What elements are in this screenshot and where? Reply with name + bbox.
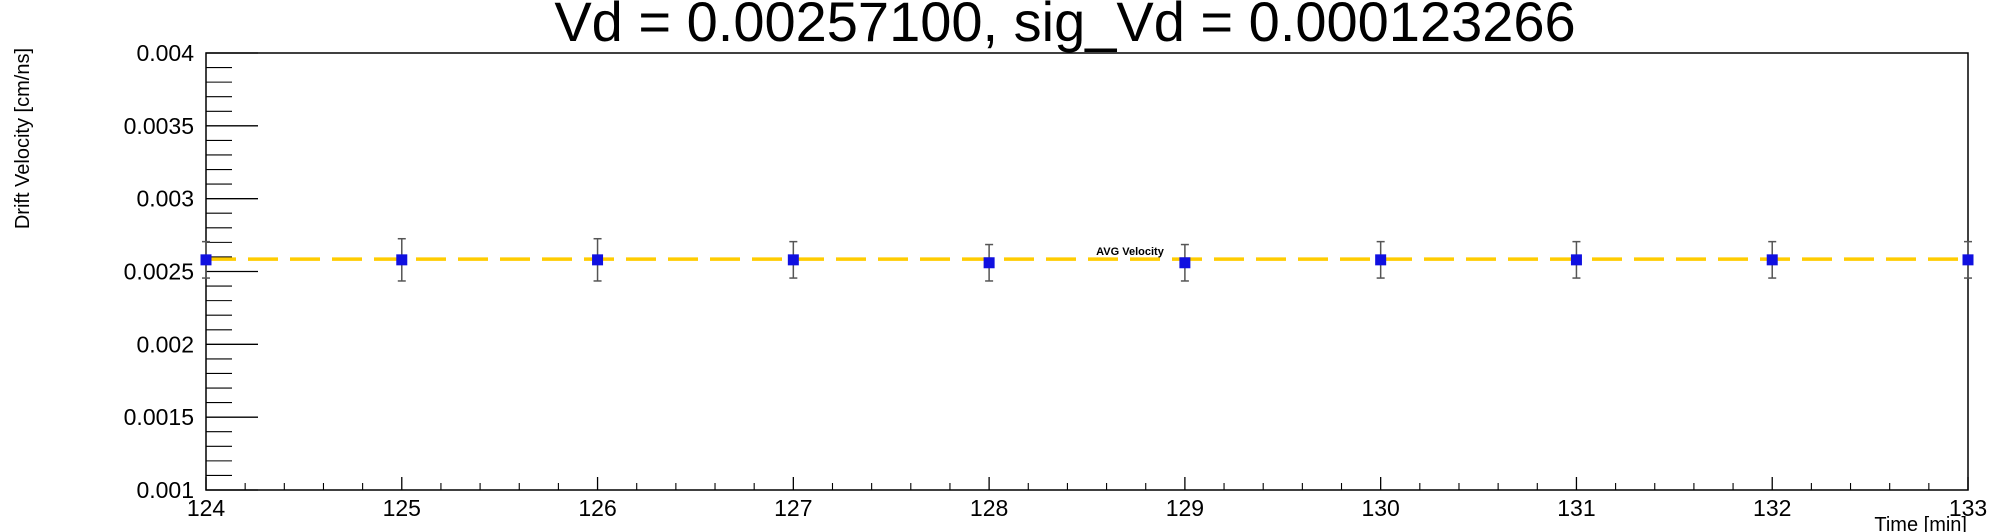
data-point	[200, 240, 212, 279]
data-point	[983, 243, 995, 282]
plot-frame	[205, 52, 1969, 491]
data-point	[1179, 243, 1191, 282]
y-axis: 0.001 0.0015 0.002 0.0025 0.003 0.0035 0.004	[124, 40, 258, 503]
chart-title: Vd = 0.00257100, sig_Vd = 0.000123266	[554, 0, 1575, 53]
marker	[983, 257, 995, 269]
x-tick-label: 131	[1557, 495, 1595, 521]
marker	[1962, 254, 1974, 266]
data-point	[1375, 240, 1387, 279]
y-tick-label: 0.002	[136, 331, 194, 357]
reference-line: AVG Velocity	[206, 246, 1968, 261]
y-axis-title: Drift Velocity [cm/ns]	[12, 48, 34, 229]
data-point	[1766, 240, 1778, 279]
marker	[1570, 254, 1582, 266]
marker	[396, 254, 408, 266]
x-tick-label: 132	[1753, 495, 1791, 521]
x-tick-label: 130	[1361, 495, 1399, 521]
data-point	[592, 237, 604, 282]
marker	[787, 254, 799, 266]
marker	[592, 254, 604, 266]
x-tick-label: 133	[1949, 495, 1987, 521]
x-axis: 124 125 126 127 128 129 130 131 132 133	[187, 477, 1987, 521]
marker	[1375, 254, 1387, 266]
x-tick-label: 128	[970, 495, 1008, 521]
avg-velocity-label: AVG Velocity	[1096, 246, 1165, 258]
data-point	[787, 240, 799, 279]
y-tick-label: 0.003	[136, 186, 194, 212]
x-tick-label: 125	[383, 495, 421, 521]
marker	[1766, 254, 1778, 266]
y-tick-label: 0.0035	[124, 113, 194, 139]
x-tick-label: 124	[187, 495, 226, 521]
data-points	[200, 237, 1974, 282]
x-axis-title: Time [min]	[1874, 514, 1967, 532]
x-tick-label: 126	[578, 495, 616, 521]
y-tick-label: 0.0015	[124, 404, 194, 430]
data-point	[1962, 240, 1974, 279]
data-point	[1570, 240, 1582, 279]
y-tick-label: 0.001	[136, 477, 194, 503]
data-point	[396, 237, 408, 282]
x-tick-label: 129	[1166, 495, 1204, 521]
y-tick-label: 0.004	[136, 40, 194, 66]
marker	[1179, 257, 1191, 269]
marker	[200, 254, 212, 266]
x-tick-label: 127	[774, 495, 812, 521]
y-tick-label: 0.0025	[124, 259, 194, 285]
